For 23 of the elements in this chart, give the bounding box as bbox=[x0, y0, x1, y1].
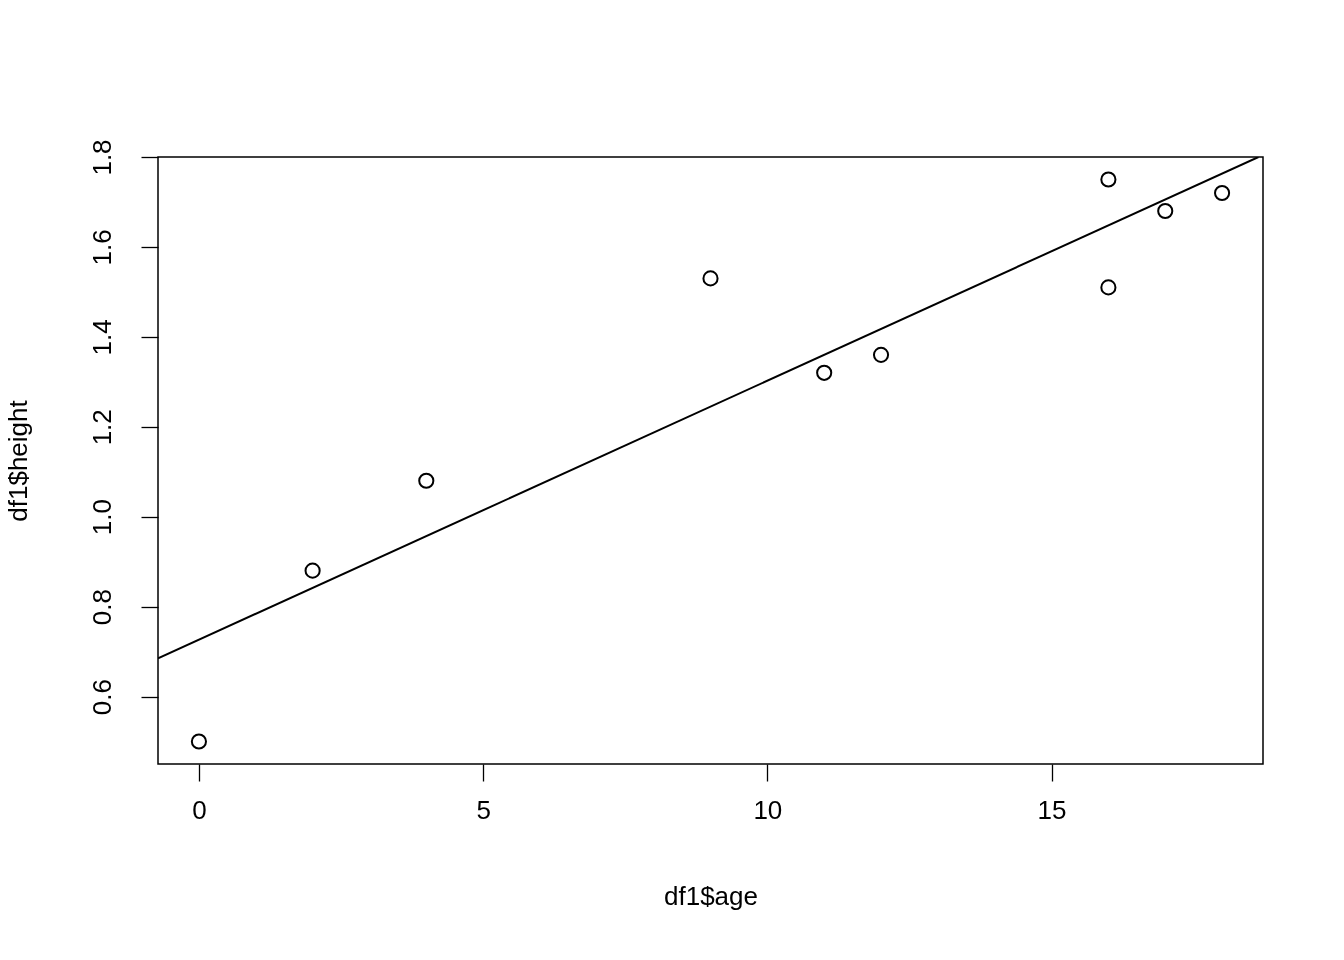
point bbox=[1100, 279, 1117, 296]
point bbox=[304, 562, 321, 579]
x-tick-label: 5 bbox=[476, 794, 491, 825]
x-tick-label: 0 bbox=[192, 794, 207, 825]
point bbox=[1214, 184, 1231, 202]
x-axis-title: df1$age bbox=[664, 880, 758, 911]
x-tick-label: 10 bbox=[753, 794, 783, 825]
y-tick-label: 1.4 bbox=[86, 319, 117, 356]
y-tick-label: 1.8 bbox=[86, 139, 117, 176]
y-axis-title: df1$height bbox=[2, 399, 33, 522]
point bbox=[1157, 202, 1174, 220]
y-tick-label: 0.6 bbox=[86, 678, 117, 716]
point bbox=[872, 346, 890, 363]
y-tick-label: 0.8 bbox=[86, 589, 117, 626]
point bbox=[1100, 171, 1117, 188]
x-tick-label: 15 bbox=[1037, 794, 1067, 825]
point bbox=[816, 364, 833, 381]
y-tick-label: 1.0 bbox=[86, 499, 117, 536]
y-tick-label: 1.6 bbox=[86, 229, 117, 266]
y-tick-label: 1.2 bbox=[86, 409, 117, 446]
point bbox=[190, 733, 207, 750]
point bbox=[702, 270, 719, 287]
point bbox=[418, 472, 435, 489]
